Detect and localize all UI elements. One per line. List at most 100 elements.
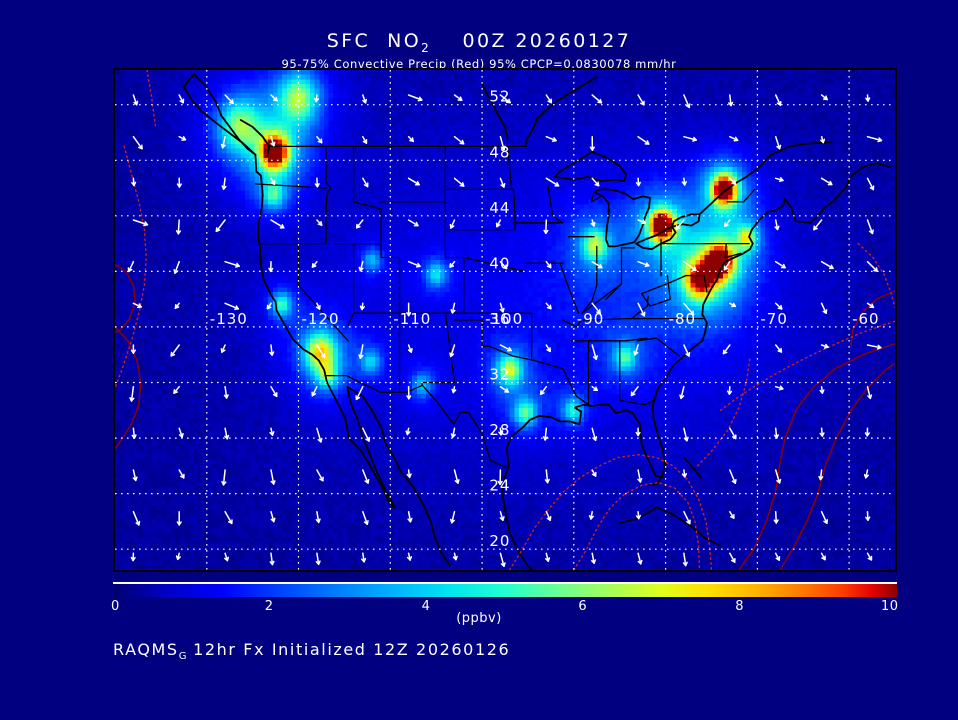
wind-vector: [359, 260, 364, 272]
political-borders: [254, 140, 756, 468]
wind-vector: [270, 469, 275, 485]
wind-vector-head: [406, 312, 410, 317]
wind-vector: [453, 94, 463, 101]
lat-lon-gridlines: [115, 70, 895, 570]
colorbar-tick-2: 2: [264, 599, 274, 614]
wind-vector: [499, 94, 511, 104]
wind-vector: [637, 469, 642, 483]
wind-vector: [729, 469, 737, 484]
wind-vector-head: [547, 100, 553, 104]
wind-vector: [637, 94, 645, 106]
wind-vector-head: [773, 434, 778, 439]
wind-vector-head: [867, 395, 872, 400]
wind-vector-head: [364, 480, 369, 484]
wind-vector: [774, 469, 781, 484]
wind-vector-head: [407, 518, 412, 523]
wind-vector-head: [731, 480, 737, 484]
wind-vector: [451, 427, 456, 438]
wind-vector-head: [730, 559, 736, 563]
wind-vector: [224, 385, 228, 399]
wind-vector: [499, 260, 508, 270]
lat-label-20: 20: [489, 532, 510, 550]
wind-vector-head: [778, 388, 784, 391]
wind-vector-head: [409, 139, 414, 143]
wind-vector: [683, 552, 687, 567]
wind-vector-head: [173, 269, 176, 274]
wind-vector-head: [823, 346, 829, 349]
colorbar-tick-8: 8: [735, 599, 744, 614]
wind-vector-head: [692, 139, 697, 142]
wind-vector-head: [686, 521, 691, 525]
wind-vector-head: [361, 558, 365, 563]
wind-vector-head: [136, 306, 142, 309]
wind-vector: [132, 219, 149, 226]
wind-vector-head: [685, 353, 690, 357]
wind-vector-head: [363, 521, 369, 525]
wind-vector: [132, 94, 138, 106]
wind-vector-head: [317, 438, 322, 443]
wind-vector-head: [175, 230, 180, 235]
wind-vector-head: [415, 265, 421, 268]
wind-vector: [450, 219, 456, 229]
lat-label-24: 24: [489, 477, 510, 495]
wind-vector-head: [359, 305, 363, 311]
wind-vector: [224, 94, 234, 105]
wind-vector: [630, 385, 639, 397]
map-plot-area: -130 -120 -110 -100 -90 -80 -70 -60 52 48 44 40 36 32…: [113, 68, 897, 572]
wind-vector-head: [681, 473, 686, 478]
wind-vector-head: [234, 308, 239, 311]
wind-vector: [774, 135, 781, 150]
wind-vector-head: [498, 431, 502, 436]
wind-vector-head: [269, 561, 274, 566]
wind-vector-head: [596, 311, 601, 314]
lon-label--100: -100: [485, 310, 523, 328]
wind-vector-head: [315, 519, 320, 524]
wind-vector-head: [365, 438, 370, 442]
wind-vector: [591, 552, 595, 564]
wind-vector-head: [221, 185, 225, 190]
wind-vector: [591, 344, 597, 360]
wind-vector: [820, 260, 834, 270]
wind-vector-head: [229, 101, 234, 105]
wind-vector: [499, 385, 510, 393]
wind-vector-head: [869, 187, 875, 191]
wind-vector: [774, 344, 783, 353]
lon-label--90: -90: [577, 310, 605, 328]
wind-vector-head: [176, 183, 181, 188]
wind-vector: [224, 510, 233, 525]
wind-vector: [637, 302, 646, 317]
wind-vector-head: [689, 312, 695, 316]
no2-concentration-field: [115, 70, 895, 570]
wind-vector-head: [224, 435, 228, 440]
wind-vector: [866, 260, 878, 272]
wind-vector: [545, 219, 548, 235]
wind-vector: [545, 469, 549, 484]
wind-vector-head: [819, 432, 824, 437]
wind-vector-head: [591, 559, 595, 564]
wind-vector: [820, 510, 828, 524]
wind-vector-head: [867, 557, 873, 561]
wind-vector: [224, 427, 228, 440]
wind-vector-head: [546, 265, 552, 269]
wind-vector: [128, 260, 135, 273]
lat-label-28: 28: [489, 421, 510, 439]
lat-label-48: 48: [489, 143, 510, 161]
lon-label--130: -130: [210, 310, 248, 328]
wind-vector-head: [363, 184, 369, 188]
title-species: NO: [387, 30, 422, 52]
wind-vector: [453, 177, 465, 187]
wind-vector-head: [592, 356, 597, 360]
wind-vector-head: [777, 307, 783, 310]
wind-vector: [774, 260, 786, 269]
wind-vector-head: [775, 557, 780, 561]
wind-vector: [407, 94, 423, 101]
wind-vector-head: [500, 184, 505, 188]
wind-vector: [177, 219, 180, 235]
lat-label-32: 32: [489, 366, 510, 384]
wind-vector: [362, 469, 369, 484]
wind-vector: [683, 302, 695, 316]
wind-vector: [215, 219, 226, 233]
colorbar-tick-10: 10: [881, 599, 899, 614]
wind-vector-head: [820, 139, 825, 144]
